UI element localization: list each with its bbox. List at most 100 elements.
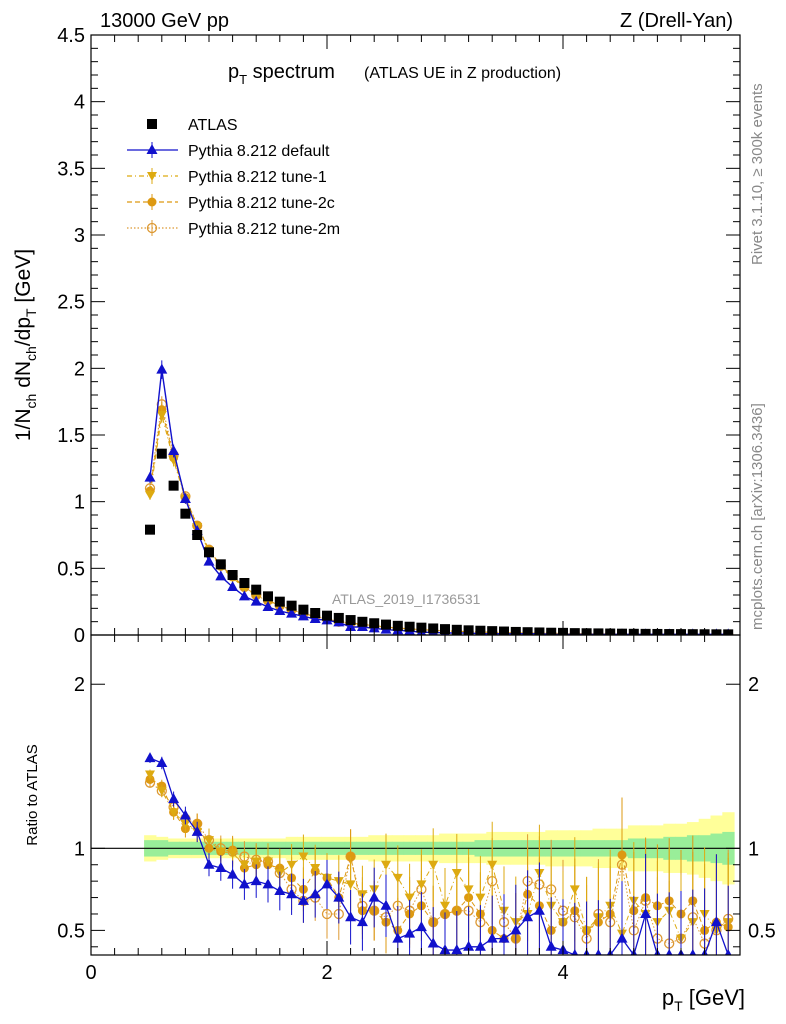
main-point-data bbox=[227, 570, 238, 580]
main-point-tune1 bbox=[145, 491, 155, 500]
main-point-default bbox=[250, 595, 262, 606]
main-ytick-label: 4 bbox=[74, 92, 85, 114]
ratio-point-tune1 bbox=[392, 873, 403, 883]
title-rest: spectrum bbox=[247, 61, 335, 83]
main-series-data bbox=[145, 448, 734, 635]
ratio-point-default bbox=[463, 940, 475, 951]
ratio-point-default bbox=[451, 944, 463, 955]
ratio-point-default bbox=[486, 932, 498, 943]
main-ytick-label: 3 bbox=[74, 225, 85, 247]
main-point-data bbox=[404, 621, 415, 632]
ratio-point-default bbox=[250, 875, 262, 886]
ratio-point-default bbox=[297, 894, 309, 905]
ratio-point-default bbox=[227, 868, 239, 879]
ratio-ytick-label: 2 bbox=[74, 674, 85, 696]
ratio-point-default bbox=[724, 949, 732, 955]
ratio-point-tune1 bbox=[286, 860, 297, 870]
main-point-data bbox=[322, 610, 332, 621]
ratio-point-tune1 bbox=[404, 893, 415, 903]
ratio-point-default bbox=[522, 911, 534, 922]
ratio-point-default bbox=[286, 888, 298, 899]
ratio-ytick-label: 0.5 bbox=[57, 920, 85, 942]
main-point-data bbox=[345, 615, 356, 626]
legend-label: ATLAS bbox=[188, 117, 238, 134]
main-point-data bbox=[723, 629, 734, 635]
main-ytick-label: 0 bbox=[74, 625, 85, 647]
main-ytick-label: 4.5 bbox=[57, 25, 85, 47]
ratio-point-default bbox=[616, 932, 628, 943]
ratio-series-default bbox=[144, 752, 732, 955]
legend-marker-data bbox=[147, 119, 157, 129]
ratio-line-tune2m bbox=[149, 782, 729, 945]
ratio-point-default bbox=[404, 927, 416, 938]
main-ytick-label: 2.5 bbox=[57, 292, 85, 314]
legend-marker-default bbox=[146, 144, 158, 154]
main-point-data bbox=[664, 629, 675, 635]
main-ylabel-part: T bbox=[23, 308, 39, 317]
ratio-point-tune2m bbox=[321, 908, 333, 920]
mcplots-label: mcplots.cern.ch [arXiv:1306.3436] bbox=[749, 403, 766, 630]
main-ytick-label: 0.5 bbox=[57, 558, 85, 580]
ratio-point-default bbox=[144, 752, 156, 763]
ratio-ytick-label-right: 1 bbox=[748, 838, 759, 860]
legend-marker-tune2m bbox=[146, 222, 158, 234]
main-point-data bbox=[369, 618, 380, 629]
ratio-point-default bbox=[571, 949, 579, 955]
ratio-point-tune1 bbox=[310, 864, 321, 874]
ratio-frame bbox=[90, 634, 741, 956]
main-ylabel-part: dN bbox=[12, 361, 35, 394]
main-point-default bbox=[297, 610, 309, 621]
x-label-part: p bbox=[662, 985, 674, 1010]
main-point-default bbox=[156, 363, 168, 374]
main-point-data bbox=[381, 619, 391, 630]
ratio-point-tune1 bbox=[428, 860, 439, 870]
legend-entry-tune2c: Pythia 8.212 tune-2c bbox=[127, 194, 335, 212]
main-point-tune1 bbox=[156, 411, 167, 420]
title-p: p bbox=[228, 61, 239, 83]
ratio-point-default bbox=[191, 825, 203, 836]
ratio-point-tune1 bbox=[263, 857, 273, 867]
main-ytick-label: 2 bbox=[74, 358, 85, 380]
ratio-point-tune1 bbox=[463, 885, 474, 895]
main-point-data bbox=[569, 628, 580, 635]
ratio-point-tune1 bbox=[204, 836, 214, 846]
main-point-data bbox=[274, 596, 285, 607]
x-axis-label: pT [GeV] bbox=[662, 985, 745, 1014]
ratio-point-default bbox=[333, 891, 345, 902]
legend-label: Pythia 8.212 tune-2c bbox=[188, 195, 335, 212]
ratio-ytick-label-right: 2 bbox=[748, 674, 759, 696]
main-point-data bbox=[428, 623, 439, 634]
ratio-point-default bbox=[392, 932, 404, 943]
main-point-data bbox=[392, 620, 403, 631]
main-point-default bbox=[274, 605, 286, 615]
main-ylabel: 1/Nch dNch/dpT [GeV] bbox=[12, 249, 39, 441]
ratio-point-tune1 bbox=[487, 860, 498, 870]
ratio-point-default bbox=[640, 907, 652, 918]
main-point-data bbox=[251, 584, 262, 595]
ratio-point-tune1 bbox=[251, 857, 262, 867]
main-point-data bbox=[310, 608, 321, 618]
ratio-ylabel: Ratio to ATLAS bbox=[24, 744, 41, 845]
main-point-data bbox=[286, 600, 297, 611]
main-point-default bbox=[238, 590, 250, 601]
main-point-data bbox=[180, 508, 191, 519]
main-point-data bbox=[451, 624, 462, 635]
ratio-point-default bbox=[309, 888, 321, 899]
ratio-point-default bbox=[710, 916, 722, 927]
ratio-point-tune1 bbox=[416, 880, 427, 890]
legend-entry-tune2m: Pythia 8.212 tune-2m bbox=[127, 220, 340, 238]
main-point-data bbox=[192, 530, 203, 540]
legend-entry-tune1: Pythia 8.212 tune-1 bbox=[127, 168, 327, 186]
main-ylabel-part: [GeV] bbox=[12, 249, 35, 309]
main-point-data bbox=[617, 628, 627, 635]
main-ylabel-part: ch bbox=[23, 346, 39, 361]
ratio-point-tune2c bbox=[346, 852, 356, 862]
ratio-series-area bbox=[144, 752, 734, 955]
ratio-point-tune1 bbox=[381, 860, 391, 870]
ratio-point-tune2c bbox=[617, 850, 627, 860]
ratio-point-tune1 bbox=[145, 770, 155, 780]
ratio-point-tune1 bbox=[569, 885, 580, 895]
rivet-label: Rivet 3.1.10, ≥ 300k events bbox=[749, 83, 766, 265]
ratio-point-tune1 bbox=[156, 786, 167, 796]
